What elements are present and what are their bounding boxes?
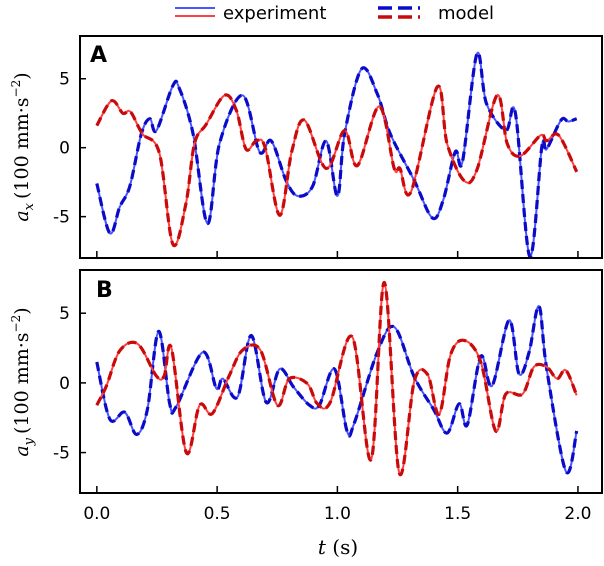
x-tick-label: 0.0	[83, 504, 110, 524]
model-red-line	[95, 84, 579, 248]
y-tick-label: 0	[59, 139, 70, 159]
panel-b-ylabel: ay (100 mm·s−2)	[9, 307, 37, 456]
panel-b-label: B	[96, 278, 113, 303]
panel-a-label: A	[90, 43, 107, 68]
legend-model-label: model	[438, 3, 494, 24]
xlabel-unit: (s)	[332, 535, 358, 559]
panel-a-ylabel: ax (100 mm·s−2)	[9, 72, 37, 221]
ylabel-sub: y	[22, 437, 37, 446]
ylabel-unit: (100 mm·s	[11, 97, 33, 199]
x-axis-label: t (s)	[318, 535, 358, 559]
model-red-line	[95, 280, 579, 477]
x-tick-label: 1.0	[324, 504, 351, 524]
model-blue-line	[95, 304, 579, 475]
ylabel-close: )	[11, 307, 33, 314]
y-tick-label: -5	[53, 208, 70, 228]
ylabel-exp: −2	[9, 315, 23, 333]
ylabel-close: )	[11, 72, 33, 79]
x-tick-label: 0.5	[204, 504, 231, 524]
x-tick-label: 2.0	[564, 504, 591, 524]
x-tick-label: 1.5	[444, 504, 471, 524]
ylabel-sub: x	[22, 202, 37, 210]
y-tick-label: 5	[59, 70, 70, 90]
legend: experiment model	[175, 3, 494, 24]
y-tick-label: 0	[59, 374, 70, 394]
ylabel-exp: −2	[9, 80, 23, 98]
panel-b: B ay (100 mm·s−2) 5 0 -5 0.0 0.5 1.0 1.5 2.0	[9, 269, 603, 524]
model-blue-line	[95, 51, 578, 258]
panel-a: A ax (100 mm·s−2) 5 0 -5	[9, 35, 603, 259]
ylabel-var: a	[11, 210, 33, 221]
axes-frame	[79, 269, 603, 494]
plot-area	[95, 280, 579, 477]
y-tick-label: -5	[53, 444, 70, 464]
ylabel-var: a	[11, 445, 33, 456]
plot-area	[95, 51, 579, 258]
y-tick-label: 5	[59, 304, 70, 324]
xlabel-var: t	[318, 535, 327, 559]
legend-experiment-label: experiment	[223, 3, 326, 24]
ylabel-unit: (100 mm·s	[11, 332, 33, 434]
